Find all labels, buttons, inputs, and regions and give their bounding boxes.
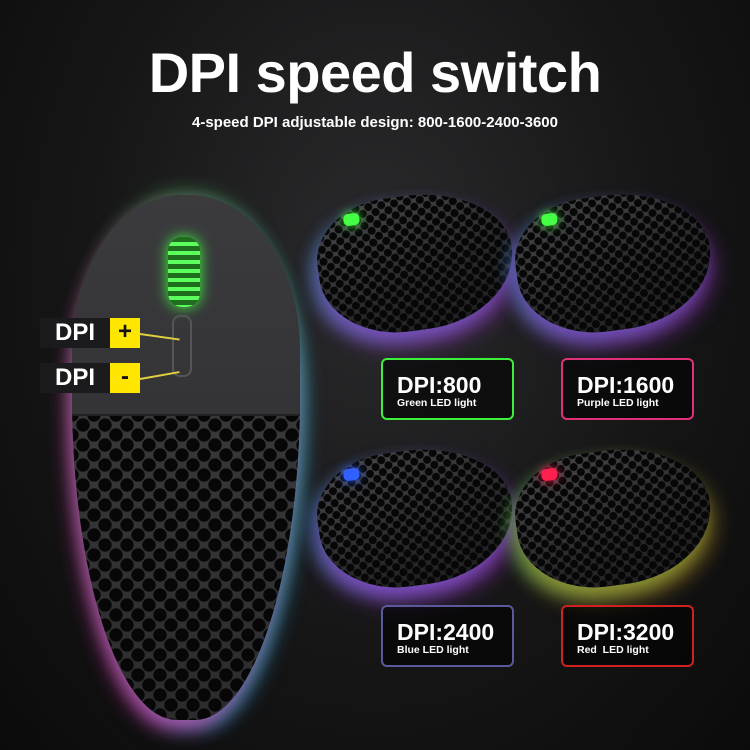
plus-icon: + [110, 318, 140, 348]
scroll-wheel [168, 237, 200, 307]
dpi-value: DPI:3200 [577, 619, 675, 645]
mode-card-800: DPI:800 Green LED light [381, 358, 514, 420]
led-caption: Blue LED light [397, 644, 469, 656]
mouse-purple-image [507, 182, 720, 343]
subtitle: 4-speed DPI adjustable design: 800-1600-… [191, 114, 558, 131]
mouse-top-view-image [72, 195, 300, 720]
mode-card-3200: DPI:3200 Red LED light [561, 605, 694, 667]
dpi-up-label: DPI [40, 318, 110, 348]
led-caption: Purple LED light [577, 397, 659, 409]
minus-icon: - [110, 363, 140, 393]
dpi-switch [172, 315, 192, 377]
dpi-value: DPI:800 [397, 372, 482, 398]
page-title: DPI speed switch [148, 41, 602, 104]
dpi-value: DPI:2400 [397, 619, 495, 645]
led-caption: Green LED light [397, 397, 477, 409]
mode-card-2400: DPI:2400 Blue LED light [381, 605, 514, 667]
mouse-blue-image [309, 437, 522, 598]
mode-card-1600: DPI:1600 Purple LED light [561, 358, 694, 420]
led-caption: Red LED light [577, 644, 649, 656]
dpi-down-label: DPI [40, 363, 110, 393]
dpi-value: DPI:1600 [577, 372, 675, 398]
mouse-red-image [507, 437, 720, 598]
mouse-green-image [309, 182, 522, 343]
